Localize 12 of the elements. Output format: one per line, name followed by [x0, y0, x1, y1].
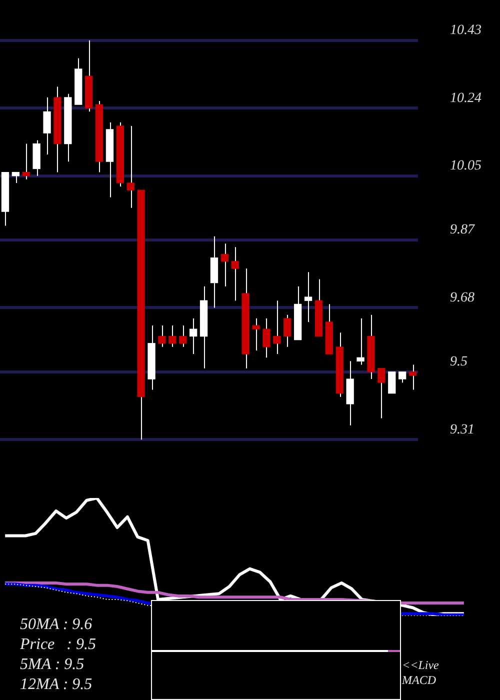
text: 5MA : 9.5 — [20, 656, 84, 674]
y-tick-label: 10.24 — [450, 90, 482, 106]
y-tick-label: 9.87 — [450, 222, 476, 238]
text: Price : 9.5 — [19, 636, 96, 654]
y-tick-label: 10.05 — [450, 158, 482, 174]
y-tick-label: 9.68 — [450, 290, 474, 306]
y-tick-label: 10.43 — [450, 23, 482, 38]
text: 12MA : 9.5 — [20, 676, 92, 694]
text: <<Live MACD — [401, 658, 440, 688]
y-tick-label: 9.5 — [450, 354, 468, 370]
y-tick-label: 9.31 — [450, 422, 474, 438]
text: 50MA : 9.6 — [20, 616, 92, 634]
